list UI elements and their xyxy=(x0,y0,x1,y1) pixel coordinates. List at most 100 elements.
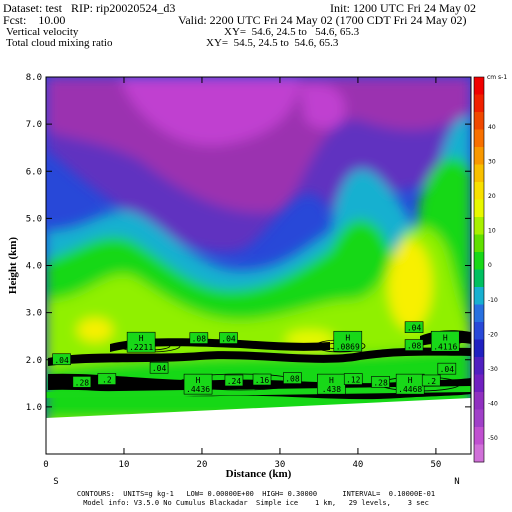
cloud-contour-label: .08 xyxy=(404,339,424,351)
velocity-field: .04H.2211.08.04 H.0869.04.08H.4116.04.04.… xyxy=(46,77,471,454)
footer-contours: CONTOURS: UNITS=g kg-1 LOW= 0.00000E+00 … xyxy=(76,490,436,498)
cloud-max-value: .4468 xyxy=(398,385,422,394)
cloud-contour-value: .04 xyxy=(152,364,167,373)
cloud-contour-box xyxy=(404,339,424,351)
colorbar-tick-label: -20 xyxy=(488,331,498,338)
cloud-max-H: H xyxy=(196,376,201,385)
colorbar-tick-label: -30 xyxy=(488,366,498,373)
y-tick-label: 7.0 xyxy=(26,120,42,130)
cloud-contour-label: .04 xyxy=(219,332,238,344)
cloud-contour-box xyxy=(421,374,441,387)
cloud-contour-value: .28 xyxy=(75,378,90,387)
colorbar-swatch xyxy=(474,322,484,340)
colorbar-swatch xyxy=(474,304,484,323)
cloud-max-box xyxy=(126,331,156,353)
cloud-contour-value: .2 xyxy=(102,376,112,385)
cloud-max-value: .0869 xyxy=(336,342,360,351)
cloud-contour-box xyxy=(224,374,244,387)
cloud-contour-box xyxy=(404,321,424,334)
colorbar-swatch xyxy=(474,164,484,183)
cloud-max-value: .4116 xyxy=(433,342,457,351)
cloud-max-H: H xyxy=(443,333,448,342)
cloud-contour-value: .08 xyxy=(192,335,207,344)
terrain xyxy=(46,398,471,454)
x-tick-label: 40 xyxy=(353,460,364,470)
cloud-contour-label: .2 xyxy=(97,373,117,385)
x-tick-label: 0 xyxy=(43,460,48,470)
colorbar-tick-label: 20 xyxy=(488,193,496,200)
colorbar-swatch xyxy=(474,199,484,218)
colorbar-swatch xyxy=(474,269,484,288)
cloud-contour-box xyxy=(52,353,71,366)
colorbar-frame xyxy=(473,76,485,463)
cloud-max-H: H xyxy=(345,333,350,342)
colorbar-tick-label: 10 xyxy=(488,228,496,235)
cloud-max-label: H.4116 xyxy=(430,330,460,352)
cloud-max-value: .438 xyxy=(322,385,341,394)
field2-name: Total cloud mixing ratio xyxy=(6,37,113,49)
colorbar-swatch xyxy=(474,339,484,358)
cloud-contour-label: .04 xyxy=(437,362,457,375)
cloud-contour-box xyxy=(371,376,390,388)
cloud-contour-box xyxy=(252,373,272,386)
cloud-contour-label: .04 xyxy=(52,353,71,366)
colorbar-swatch xyxy=(474,427,484,445)
colorbar-tick-label: 30 xyxy=(488,159,496,166)
colorbar-swatch xyxy=(474,129,484,148)
field1-xy: XY= 54.6, 24.5 to 54.6, 65.3 xyxy=(224,26,360,38)
cloud-label-layer: .04H.2211.08.04 H.0869.04.08H.4116.04.04.… xyxy=(52,321,460,395)
cloud-contour-value: .04 xyxy=(221,335,236,344)
cloud-max-value: .4436 xyxy=(186,385,210,394)
cloud-contour-box xyxy=(189,332,209,344)
y-axis-title: Height (km) xyxy=(7,237,19,294)
y-tick-label: 6.0 xyxy=(26,167,42,177)
x-tick-label: 20 xyxy=(197,460,208,470)
cloud-max-H: H xyxy=(329,376,334,385)
y-tick-label: 3.0 xyxy=(26,309,42,319)
x-axis-title: Distance (km) xyxy=(226,468,292,480)
dataset-line: Dataset: test RIP: rip20020524_d3 xyxy=(3,1,176,15)
colorbar-swatch xyxy=(474,94,484,113)
colorbar-swatch xyxy=(474,147,484,165)
cloud-contour-value: .08 xyxy=(407,342,422,351)
cloud-contour-label: .16 xyxy=(252,373,272,386)
colorbar-swatch xyxy=(474,392,484,410)
cloud-max-H: H xyxy=(139,334,144,343)
colorbar-swatch xyxy=(474,77,484,95)
colorbar-swatch xyxy=(474,112,484,130)
y-tick-label: 4.0 xyxy=(26,262,42,272)
cloud-contour-label: .2 xyxy=(421,374,441,387)
colorbar-tick-label: -40 xyxy=(488,400,498,407)
fcst-line: Fcst: 10.00 xyxy=(3,13,66,27)
cloud-contour-value: .04 xyxy=(407,324,422,333)
cloud-contour-box xyxy=(72,376,92,388)
cloud-contour-label: .24 xyxy=(224,374,244,387)
y-tick-label: 1.0 xyxy=(26,403,42,413)
colorbar-tick-label: 40 xyxy=(488,124,496,131)
cloud-max-box xyxy=(183,373,213,395)
init-line: Init: 1200 UTC Fri 24 May 02 xyxy=(330,1,476,15)
cloud-contour-box xyxy=(97,373,117,385)
cloud-contour-value: .24 xyxy=(227,377,242,386)
cloud-contour-label: .28 xyxy=(72,376,92,388)
cloud-contour-value: .12 xyxy=(346,376,361,385)
cloud-max-box xyxy=(333,330,363,352)
cloud-max-H: H xyxy=(408,376,413,385)
x-tick-label: 30 xyxy=(275,460,286,470)
y-tick-label: 8.0 xyxy=(26,73,42,83)
colorbar-swatch xyxy=(474,374,484,393)
colorbar-swatch xyxy=(474,182,484,200)
colorbar-swatch xyxy=(474,234,484,253)
colorbar-tick-label: -10 xyxy=(488,297,498,304)
cloud-max-label: H.2211 xyxy=(126,331,156,353)
colorbar-tick-label: -50 xyxy=(488,435,498,442)
cloud-contour-value: .08 xyxy=(285,375,300,384)
y-tick-label: 5.0 xyxy=(26,214,42,224)
colorbar-swatch xyxy=(474,444,484,463)
colorbar-swatch xyxy=(474,252,484,270)
cloud-contour-label: .08 xyxy=(283,372,302,384)
x-tick-label: 50 xyxy=(430,460,441,470)
cloud-contour-box xyxy=(437,362,457,375)
cloud-contour-label: .04 xyxy=(149,361,169,374)
